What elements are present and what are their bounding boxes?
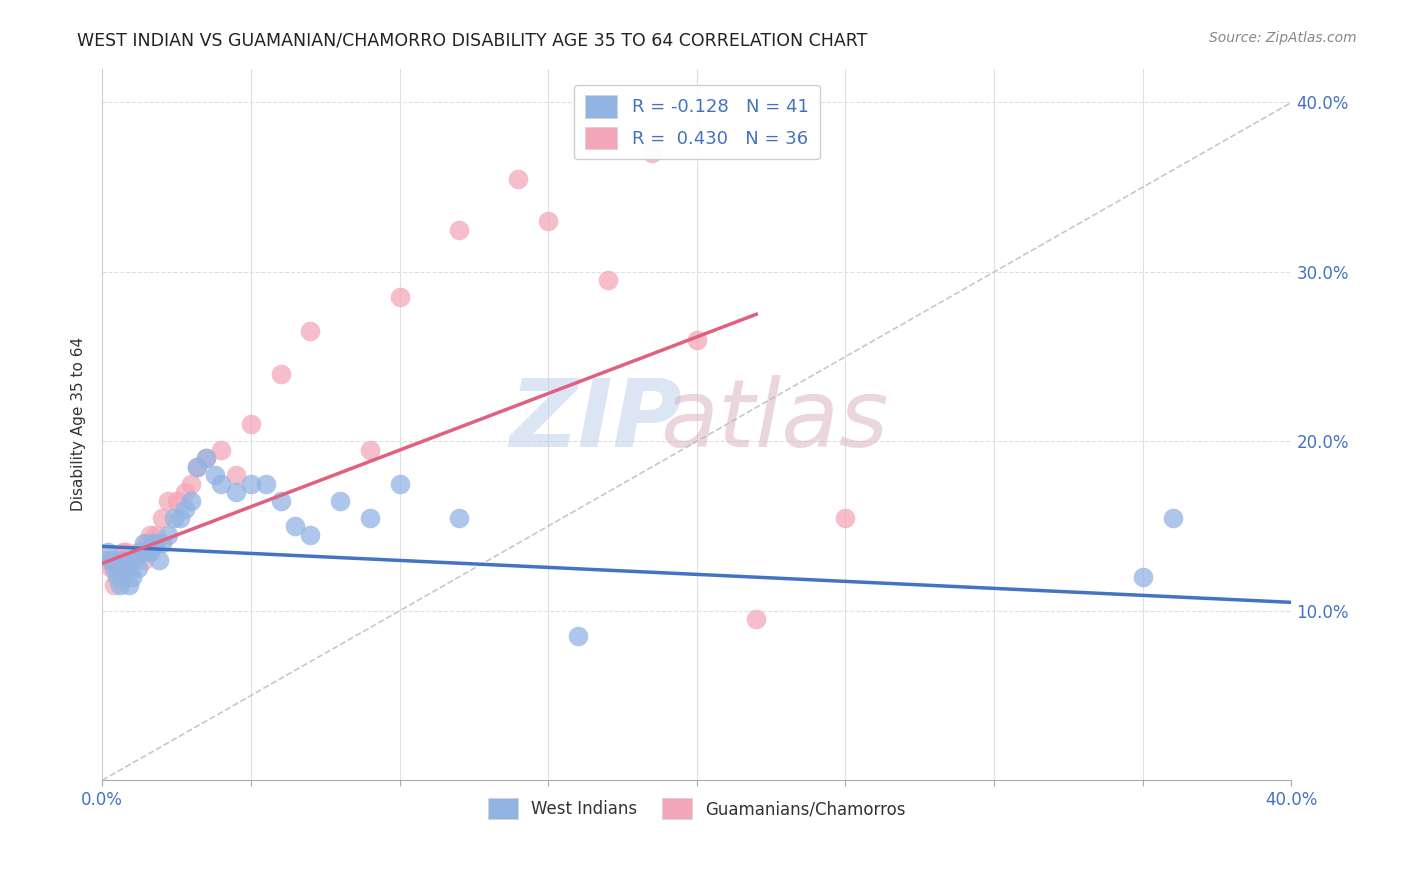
Y-axis label: Disability Age 35 to 64: Disability Age 35 to 64 — [72, 337, 86, 511]
Point — [150, 510, 173, 524]
Point — [299, 324, 322, 338]
Point — [145, 527, 167, 541]
Point — [447, 510, 470, 524]
Point — [103, 561, 125, 575]
Point — [139, 527, 162, 541]
Point — [508, 171, 530, 186]
Point — [97, 544, 120, 558]
Point — [284, 519, 307, 533]
Text: WEST INDIAN VS GUAMANIAN/CHAMORRO DISABILITY AGE 35 TO 64 CORRELATION CHART: WEST INDIAN VS GUAMANIAN/CHAMORRO DISABI… — [77, 31, 868, 49]
Point — [180, 493, 202, 508]
Text: Source: ZipAtlas.com: Source: ZipAtlas.com — [1209, 31, 1357, 45]
Point — [1161, 510, 1184, 524]
Point — [174, 502, 197, 516]
Point — [447, 222, 470, 236]
Point — [142, 536, 165, 550]
Point — [1132, 570, 1154, 584]
Point — [135, 544, 157, 558]
Point — [118, 561, 141, 575]
Point — [388, 290, 411, 304]
Point — [108, 553, 131, 567]
Point — [111, 553, 134, 567]
Point — [111, 544, 134, 558]
Point — [834, 510, 856, 524]
Point — [596, 273, 619, 287]
Point — [156, 527, 179, 541]
Point — [124, 553, 146, 567]
Point — [195, 451, 218, 466]
Point — [329, 493, 352, 508]
Point — [156, 493, 179, 508]
Point — [174, 485, 197, 500]
Point — [359, 510, 381, 524]
Point — [103, 578, 125, 592]
Point — [686, 333, 709, 347]
Point — [225, 485, 247, 500]
Point — [135, 536, 157, 550]
Point — [641, 146, 664, 161]
Point — [118, 578, 141, 592]
Point — [121, 570, 143, 584]
Point — [359, 442, 381, 457]
Point — [150, 536, 173, 550]
Point — [299, 527, 322, 541]
Point — [108, 578, 131, 592]
Point — [129, 544, 152, 558]
Point — [127, 561, 149, 575]
Point — [239, 476, 262, 491]
Point — [209, 442, 232, 457]
Text: ZIP: ZIP — [509, 375, 682, 467]
Point — [537, 214, 560, 228]
Point — [121, 553, 143, 567]
Point — [388, 476, 411, 491]
Point — [97, 553, 120, 567]
Point — [166, 493, 188, 508]
Point — [100, 561, 122, 575]
Legend: West Indians, Guamanians/Chamorros: West Indians, Guamanians/Chamorros — [481, 792, 912, 825]
Point — [105, 570, 128, 584]
Point — [127, 544, 149, 558]
Point — [209, 476, 232, 491]
Point — [105, 561, 128, 575]
Point — [195, 451, 218, 466]
Point — [169, 510, 191, 524]
Point — [567, 629, 589, 643]
Point — [745, 612, 768, 626]
Point — [100, 553, 122, 567]
Point — [239, 417, 262, 432]
Point — [145, 536, 167, 550]
Point — [115, 544, 138, 558]
Point — [186, 459, 208, 474]
Point — [186, 459, 208, 474]
Point — [139, 544, 162, 558]
Point — [180, 476, 202, 491]
Point — [115, 561, 138, 575]
Text: atlas: atlas — [659, 376, 889, 467]
Point — [225, 468, 247, 483]
Point — [254, 476, 277, 491]
Point — [148, 553, 170, 567]
Point — [270, 367, 292, 381]
Point — [204, 468, 226, 483]
Point — [162, 510, 184, 524]
Point — [270, 493, 292, 508]
Point — [132, 553, 155, 567]
Point — [132, 536, 155, 550]
